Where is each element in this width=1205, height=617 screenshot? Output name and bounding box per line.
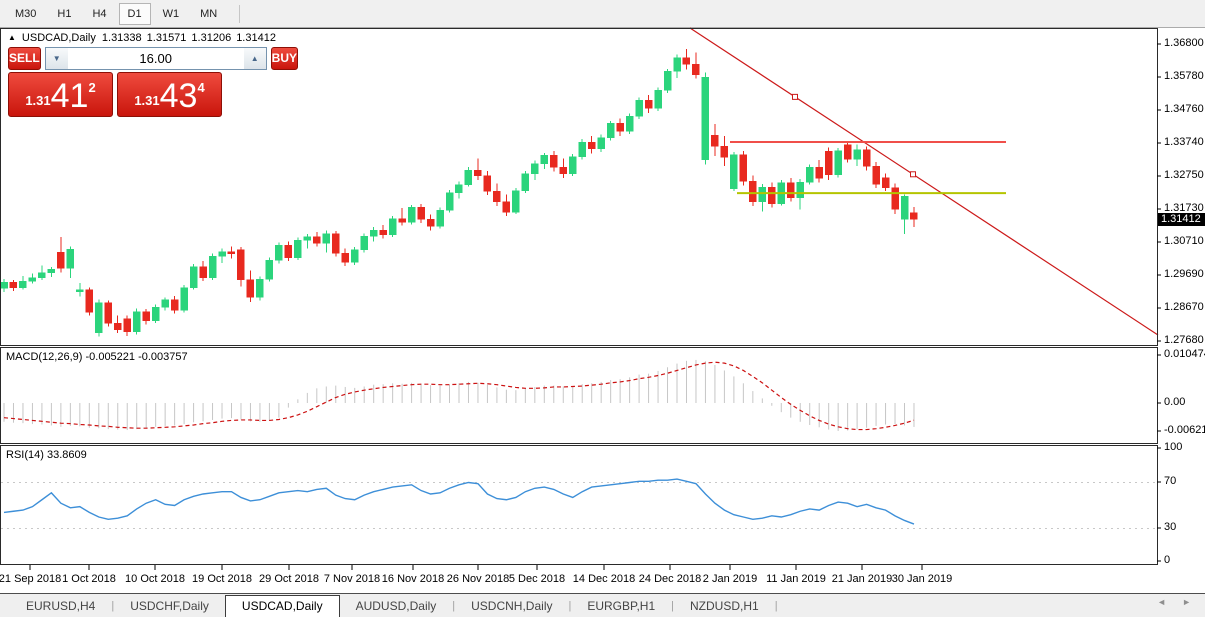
timeframe-mn[interactable]: MN [200,7,218,20]
tabbar-scroll-left-icon[interactable]: ◄ [1157,597,1167,607]
date-axis-label: 5 Dec 2018 [508,573,566,585]
date-axis-label: 30 Jan 2019 [891,573,953,585]
timeframe-toolbar: M30 H1 H4 D1 W1 MN [0,0,1205,28]
date-axis-label: 14 Dec 2018 [572,573,636,585]
sell-price-base: 1.31 [25,93,51,108]
volume-decrease-icon[interactable]: ▼ [45,48,68,69]
macd-axis-label: 0.010474 [1164,348,1205,360]
ohlc-low: 1.31206 [191,32,232,44]
tab-eurusd-h4[interactable]: EURUSD,H4 [26,598,96,613]
price-axis-label: 1.29690 [1164,268,1204,280]
tab-nzdusd-h1[interactable]: NZDUSD,H1 [690,598,759,613]
price-axis-label: 1.28670 [1164,301,1204,313]
timeframe-m30[interactable]: M30 [15,7,37,20]
price-axis-label: 1.31730 [1164,202,1204,214]
sell-price-big: 41 [50,77,89,115]
buy-price-button[interactable]: 1.31 43 4 [117,72,222,117]
tabbar-scroll-right-icon[interactable]: ► [1182,597,1191,607]
tab-audusd-daily[interactable]: AUDUSD,Daily [355,598,437,613]
date-axis-label: 1 Oct 2018 [62,573,116,585]
sell-button[interactable]: SELL [8,47,41,70]
chart-title: ▲ USDCAD,Daily 1.31338 1.31571 1.31206 1… [8,32,276,44]
rsi-axis-label: 30 [1164,521,1177,533]
rsi-label: RSI(14) 33.8609 [6,449,87,461]
price-axis-label: 1.36800 [1164,37,1204,49]
date-axis-label: 11 Jan 2019 [766,573,826,585]
rsi-axis-label: 70 [1164,475,1177,487]
macd-signal-value: -0.003757 [138,351,188,363]
ohlc-close: 1.31412 [236,32,276,44]
timeframe-h4[interactable]: H4 [92,7,107,20]
tab-usdcad-daily[interactable]: USDCAD,Daily [224,594,340,617]
quick-trade-panel: SELL ▼ ▲ BUY 1.31 41 2 1.31 43 4 [8,47,299,117]
timeframe-d1[interactable]: D1 [118,2,151,25]
buy-price-base: 1.31 [134,93,160,108]
date-axis-label: 21 Sep 2018 [0,573,62,585]
price-axis-label: 1.34760 [1164,103,1204,115]
ohlc-high: 1.31571 [146,32,187,44]
toolbar-divider [239,4,241,23]
date-axis-label: 29 Oct 2018 [259,573,319,585]
tab-separator: | [671,599,675,612]
timeframe-w1[interactable]: W1 [162,7,180,20]
price-axis-label: 1.32750 [1164,169,1204,181]
sell-price-button[interactable]: 1.31 41 2 [8,72,113,117]
price-axis-label: 1.33740 [1164,136,1204,148]
price-axis-label: 1.35780 [1164,70,1204,82]
macd-label: MACD(12,26,9) -0.005221 -0.003757 [6,351,188,363]
rsi-value: 33.8609 [46,449,87,461]
buy-price-big: 43 [159,77,198,115]
date-axis-label: 10 Oct 2018 [125,573,185,585]
tab-separator: | [111,599,115,612]
date-axis-label: 7 Nov 2018 [323,573,381,585]
price-axis-label: 1.30710 [1164,235,1204,247]
date-axis-label: 24 Dec 2018 [638,573,702,585]
sell-price-sup: 2 [88,80,96,95]
macd-axis-label: -0.006218 [1164,424,1205,436]
date-axis-label: 16 Nov 2018 [381,573,445,585]
buy-button[interactable]: BUY [270,47,299,70]
macd-main-value: -0.005221 [85,351,136,363]
ohlc-open: 1.31338 [101,32,142,44]
volume-input[interactable] [67,48,244,69]
rsi-axis-label: 100 [1164,441,1183,453]
buy-price-sup: 4 [197,80,205,95]
tab-eurgbp-h1[interactable]: EURGBP,H1 [587,598,656,613]
tab-usdchf-daily[interactable]: USDCHF,Daily [130,598,209,613]
price-axis-label: 1.27680 [1164,334,1204,346]
macd-axis-label: 0.00 [1164,396,1186,408]
tab-separator: | [452,599,456,612]
date-axis-label: 2 Jan 2019 [702,573,758,585]
tab-usdcnh-daily[interactable]: USDCNH,Daily [471,598,553,613]
volume-increase-icon[interactable]: ▲ [243,48,266,69]
timeframe-h1[interactable]: H1 [57,7,72,20]
volume-spinner: ▼ ▲ [44,47,267,70]
date-axis-label: 26 Nov 2018 [446,573,510,585]
tab-separator: | [774,599,778,612]
symbol-tabbar: EURUSD,H4 | USDCHF,Daily USDCAD,Daily AUDUSD… [0,593,1205,617]
current-price-tag: 1.31412 [1158,213,1205,226]
date-axis-label: 19 Oct 2018 [192,573,252,585]
chart-symbol-label: USDCAD,Daily [21,32,96,44]
quick-trade-collapse-icon[interactable]: ▲ [8,32,16,42]
date-axis-label: 21 Jan 2019 [831,573,893,585]
rsi-axis-label: 0 [1164,554,1171,566]
tab-separator: | [568,599,572,612]
tabbar-scroll: ◄ ► [1157,597,1191,607]
